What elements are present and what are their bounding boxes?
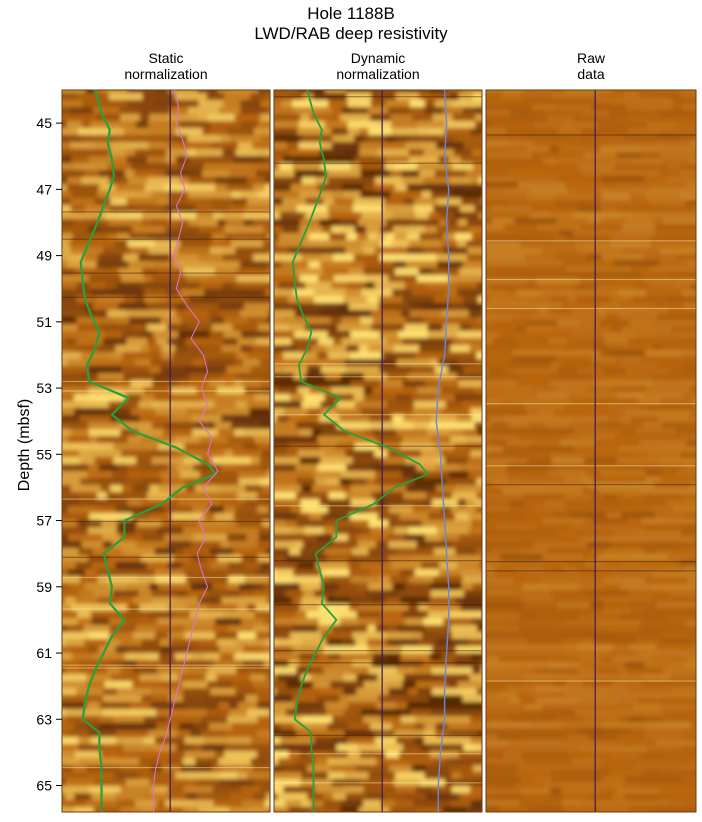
- panel-title-static-line2: normalization: [124, 66, 208, 82]
- y-tick-label-59: 59: [36, 579, 52, 595]
- y-tick-label-65: 65: [36, 778, 52, 794]
- panel-separator-1: [270, 90, 274, 812]
- panel-title-raw-line2: data: [577, 66, 605, 82]
- panel-frame-static: [61, 89, 271, 813]
- dynamic-green-curve: [291, 89, 429, 812]
- static-pink-curve: [152, 89, 219, 812]
- panel-frame-raw: [485, 89, 697, 813]
- y-tick-label-53: 53: [36, 380, 52, 396]
- title-line-1: Hole 1188B: [307, 4, 395, 23]
- y-tick-label-61: 61: [36, 645, 52, 661]
- y-tick-label-51: 51: [36, 314, 52, 330]
- panel-title-raw-line1: Raw: [576, 50, 605, 66]
- y-tick-label-47: 47: [36, 181, 52, 197]
- panel-title-static-line1: Static: [148, 50, 184, 66]
- static-green-curve: [79, 89, 217, 812]
- y-tick-label-57: 57: [36, 513, 52, 529]
- panel-frame-dynamic: [273, 89, 483, 813]
- panel-title-dynamic-line1: Dynamic: [350, 50, 406, 66]
- panel-image-dynamic: [274, 90, 482, 812]
- panel-title-dynamic-line2: normalization: [336, 66, 420, 82]
- y-tick-label-63: 63: [36, 711, 52, 727]
- dynamic-blue-curve: [435, 89, 450, 812]
- y-tick-label-55: 55: [36, 446, 52, 462]
- panel-title-dynamic: Dynamic normalization: [274, 50, 482, 82]
- panel-title-raw: Raw data: [486, 50, 696, 82]
- y-tick-label-49: 49: [36, 248, 52, 264]
- panel-title-static: Static normalization: [62, 50, 270, 82]
- panel-image-raw: [486, 90, 696, 812]
- title-line-2: LWD/RAB deep resistivity: [254, 24, 448, 43]
- panel-separator-2: [482, 90, 486, 812]
- panel-image-static: [62, 90, 270, 812]
- y-tick-label-45: 45: [36, 115, 52, 131]
- figure-title: Hole 1188B LWD/RAB deep resistivity: [0, 4, 702, 44]
